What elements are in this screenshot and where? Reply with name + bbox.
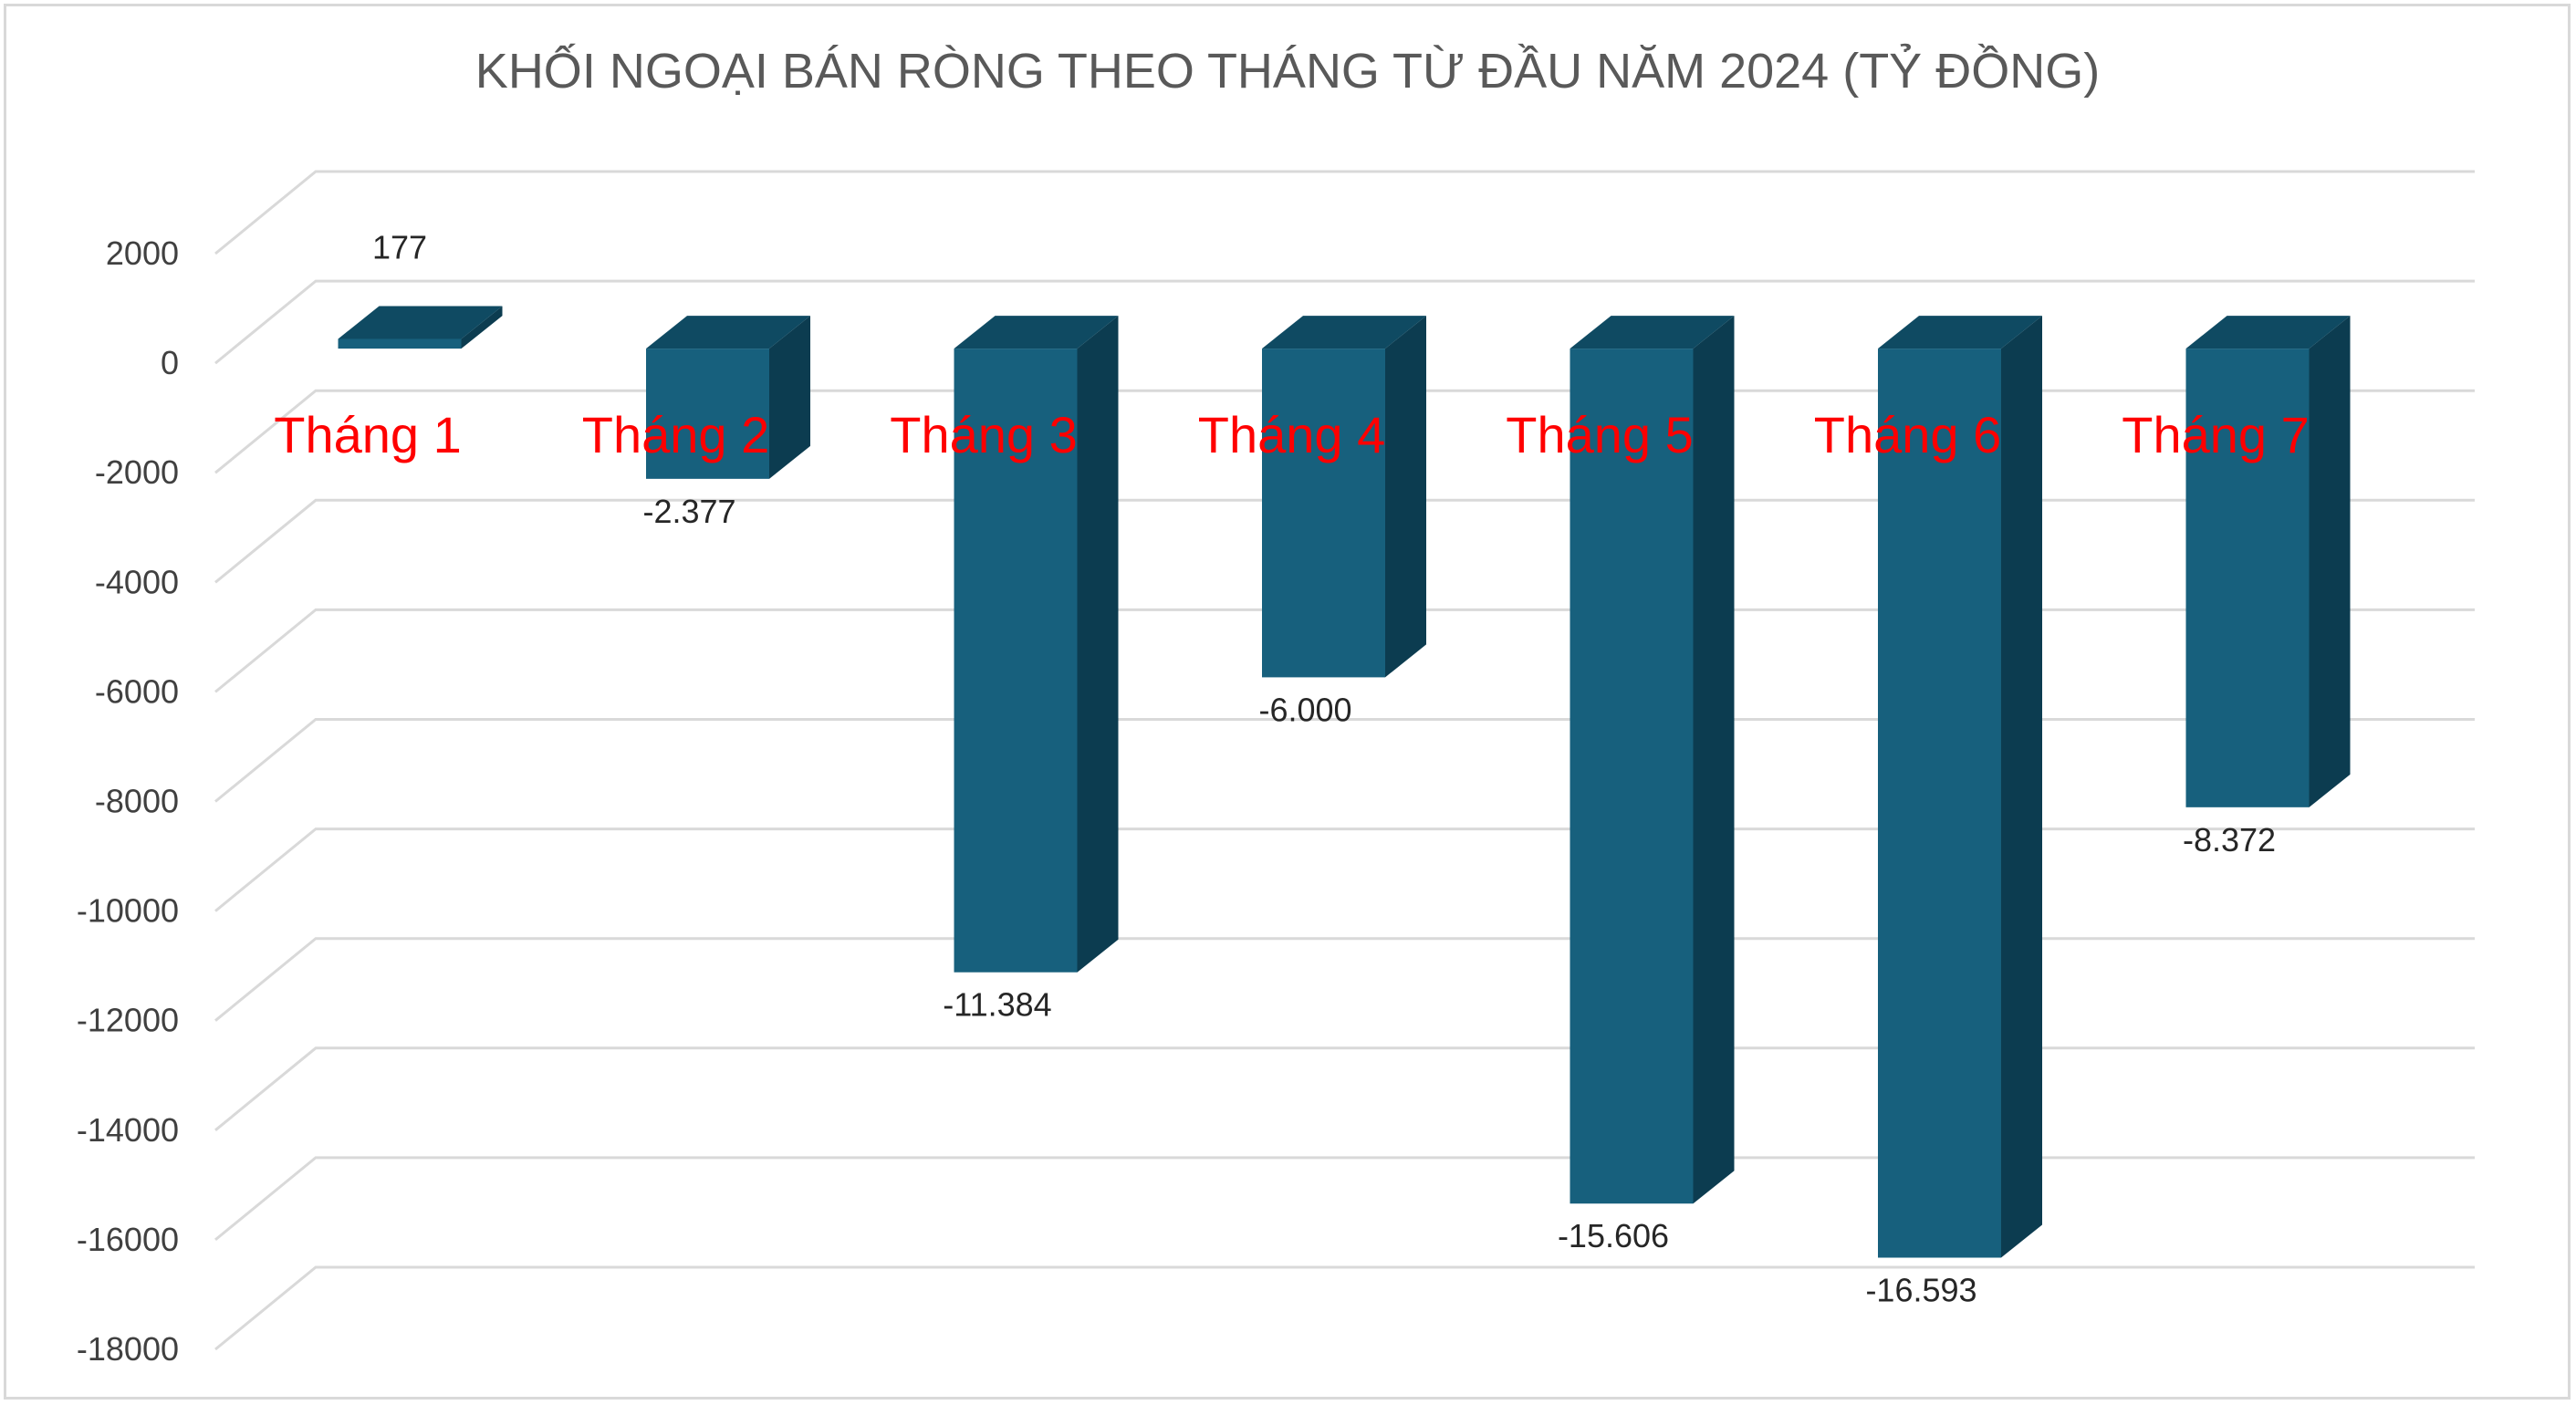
bar-top-face [338, 306, 503, 339]
gridline [214, 827, 2475, 912]
gridline [214, 279, 2475, 365]
data-label: 177 [372, 228, 427, 265]
gridline [214, 718, 2475, 803]
category-label: Tháng 1 [274, 406, 462, 463]
y-tick-label: -18000 [77, 1330, 179, 1368]
bar [1878, 316, 2042, 1258]
gridline [214, 1046, 2475, 1131]
data-label: -8.372 [2183, 821, 2276, 859]
bar [954, 316, 1119, 973]
bar [1570, 316, 1735, 1204]
data-label: -11.384 [943, 986, 1051, 1024]
category-label: Tháng 3 [890, 406, 1078, 463]
bar-top-face [646, 316, 810, 349]
bar-side-face [2309, 316, 2351, 807]
data-label: -15.606 [1558, 1217, 1669, 1254]
y-tick-label: -6000 [95, 672, 179, 710]
bar-front-face [338, 338, 462, 349]
bar [646, 316, 810, 479]
category-label: Tháng 7 [2122, 406, 2310, 463]
data-label: -2.377 [642, 493, 735, 530]
bar-side-face [1385, 316, 1426, 678]
chart-frame [4, 4, 2571, 1400]
y-tick-label: 0 [161, 344, 179, 381]
gridline [214, 1156, 2475, 1242]
data-label: -6.000 [1258, 691, 1351, 728]
bar-front-face [2185, 349, 2310, 807]
bar-side-face [769, 316, 810, 479]
bar-front-face [646, 349, 769, 479]
data-label: -16.593 [1865, 1272, 1976, 1309]
bar-top-face [1878, 316, 2042, 349]
bar-side-face [2001, 316, 2042, 1258]
gridline [214, 608, 2475, 693]
y-tick-label: -4000 [95, 563, 179, 600]
y-tick-label: -14000 [77, 1111, 179, 1149]
bar-front-face [1878, 349, 2001, 1258]
bar [1262, 316, 1426, 678]
category-label: Tháng 2 [582, 406, 770, 463]
y-tick-label: 2000 [106, 234, 179, 272]
gridline [214, 389, 2475, 474]
bar-top-face [1262, 316, 1426, 349]
bar [338, 306, 503, 349]
gridline [214, 170, 2475, 255]
y-tick-label: -8000 [95, 783, 179, 820]
y-tick-label: -16000 [77, 1221, 179, 1258]
y-tick-label: -10000 [77, 892, 179, 930]
y-tick-label: -12000 [77, 1002, 179, 1039]
chart-title: KHỐI NGOẠI BÁN RÒNG THEO THÁNG TỪ ĐẦU NĂ… [475, 44, 2100, 99]
category-label: Tháng 6 [1814, 406, 2002, 463]
category-label: Tháng 4 [1198, 406, 1386, 463]
bar-top-face [2185, 316, 2351, 349]
gridline [214, 1265, 2475, 1351]
category-labels: Tháng 1 Tháng 2 Tháng 3 Tháng 4 Tháng 5 Tháng… [274, 406, 2310, 463]
bar [2185, 316, 2351, 807]
bar-front-face [954, 349, 1078, 973]
category-label: Tháng 5 [1506, 406, 1694, 463]
bar-top-face [1570, 316, 1735, 349]
bar-side-face [1077, 316, 1119, 973]
bar-top-face [954, 316, 1119, 349]
bar-front-face [1570, 349, 1694, 1204]
gridline [214, 937, 2475, 1022]
y-tick-label: -2000 [95, 453, 179, 491]
bar-side-face [461, 306, 503, 349]
bar-front-face [1262, 349, 1385, 678]
grid-layer [214, 170, 2475, 1351]
bars-layer [338, 306, 2351, 1258]
y-axis: 2000 0 -2000 -4000 -6000 -8000 -10000 -12000 -14… [77, 234, 179, 1368]
gridline [214, 498, 2475, 584]
data-labels: 177 -2.377 -11.384 -6.000 -15.606 -16.593 -8.3… [372, 228, 2276, 1308]
bar-side-face [1693, 316, 1735, 1204]
